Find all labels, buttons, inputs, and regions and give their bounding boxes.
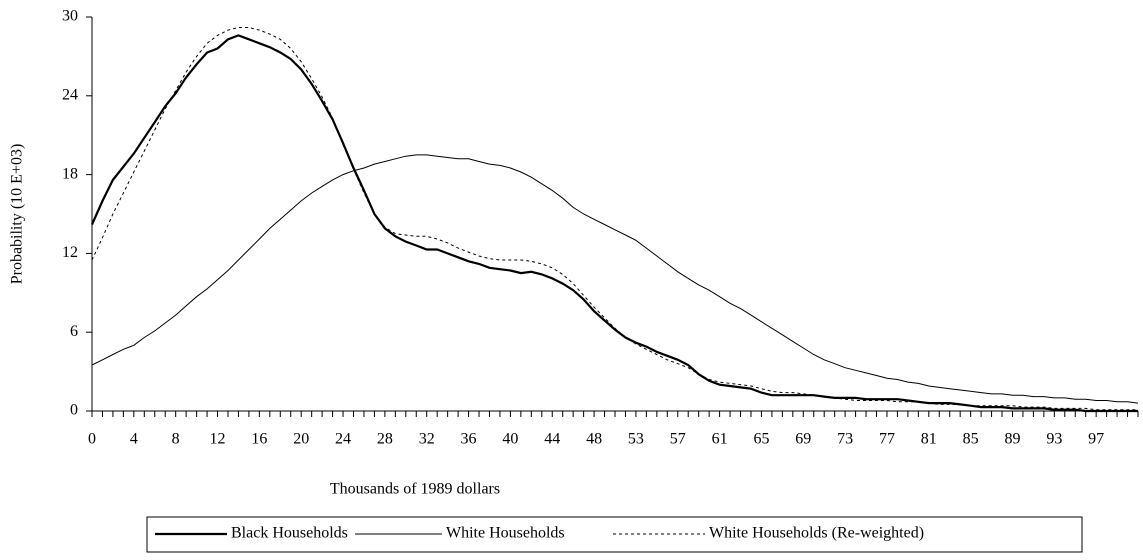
x-tick-label: 93: [1046, 431, 1062, 448]
x-tick-label: 40: [502, 431, 518, 448]
x-tick-label: 4: [130, 431, 138, 448]
x-tick-label: 0: [88, 431, 96, 448]
x-tick-label: 44: [544, 431, 560, 448]
x-tick-label: 12: [210, 431, 226, 448]
x-tick-label: 73: [837, 431, 853, 448]
x-tick-label: 89: [1004, 431, 1020, 448]
x-tick-label: 20: [293, 431, 309, 448]
legend-box: [146, 516, 1083, 553]
y-tick-label: 12: [62, 244, 78, 261]
y-tick-label: 24: [62, 86, 78, 103]
x-tick-label: 97: [1088, 431, 1104, 448]
y-tick-label: 18: [62, 165, 78, 182]
x-tick-label: 53: [628, 431, 644, 448]
x-tick-label: 48: [586, 431, 602, 448]
x-tick-label: 77: [879, 431, 895, 448]
legend-label: Black Households: [231, 525, 348, 542]
data-line: [91, 27, 1138, 411]
y-tick-label: 0: [70, 402, 78, 419]
x-tick-label: 8: [172, 431, 180, 448]
x-tick-label: 36: [461, 431, 477, 448]
x-tick-label: 16: [251, 431, 267, 448]
x-tick-label: 61: [712, 431, 728, 448]
x-tick-label: 69: [795, 431, 811, 448]
x-tick-label: 24: [335, 431, 351, 448]
x-axis-label: Thousands of 1989 dollars: [330, 481, 500, 498]
x-tick-label: 81: [921, 431, 937, 448]
x-tick-label: 65: [753, 431, 769, 448]
y-tick-label: 30: [62, 8, 78, 25]
legend-label: White Households (Re-weighted): [709, 525, 924, 542]
x-tick-label: 32: [419, 431, 435, 448]
x-tick-label: 85: [963, 431, 979, 448]
legend-label: White Households: [446, 525, 565, 542]
x-tick-label: 28: [377, 431, 393, 448]
y-axis-label: Probability (10 E+03): [9, 144, 26, 285]
x-tick-label: 57: [670, 431, 686, 448]
data-line: [90, 34, 1138, 413]
y-tick-label: 6: [70, 323, 78, 340]
data-line: [91, 154, 1139, 404]
